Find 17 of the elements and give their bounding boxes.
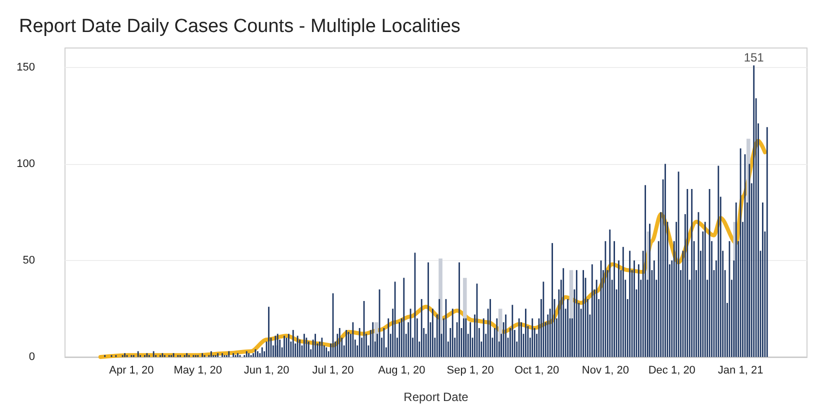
x-tick-label: Nov 1, 20 bbox=[582, 364, 629, 376]
x-tick-label: Sep 1, 20 bbox=[446, 364, 494, 376]
annotation: 151 bbox=[744, 50, 764, 64]
x-axis-title: Report Date bbox=[404, 390, 469, 404]
y-tick-label: 100 bbox=[16, 158, 35, 170]
x-tick-label: Dec 1, 20 bbox=[648, 364, 696, 376]
x-tick-label: Aug 1, 20 bbox=[378, 364, 426, 376]
x-tick-label: May 1, 20 bbox=[174, 364, 222, 376]
x-tick-label: Jul 1, 20 bbox=[312, 364, 354, 376]
x-tick-label: Jun 1, 20 bbox=[244, 364, 290, 376]
y-tick-label: 150 bbox=[16, 61, 35, 74]
chart-title: Report Date Daily Cases Counts - Multiple Localities bbox=[19, 16, 460, 37]
y-tick-label: 50 bbox=[22, 254, 35, 266]
y-tick-label: 0 bbox=[28, 351, 35, 363]
x-tick-label: Oct 1, 20 bbox=[514, 364, 560, 376]
x-tick-label: Apr 1, 20 bbox=[109, 364, 154, 376]
x-tick-label: Jan 1, 21 bbox=[718, 364, 764, 376]
